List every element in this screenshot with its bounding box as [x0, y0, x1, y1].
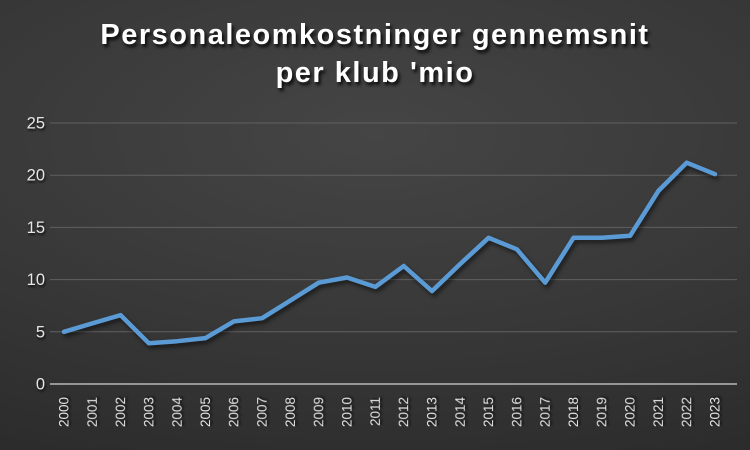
data-series-line	[61, 160, 718, 346]
x-axis-tick-label: 2000	[57, 397, 72, 427]
y-axis-tick-label: 25	[27, 115, 45, 133]
x-axis-tick-label: 2023	[708, 397, 723, 427]
x-axis-tick-label: 2004	[170, 397, 185, 428]
x-axis-tick-label: 2021	[651, 397, 666, 427]
x-axis-tick-label: 2012	[396, 397, 411, 427]
x-axis-tick-label: 2010	[340, 397, 355, 427]
x-axis-tick-label: 2015	[481, 397, 496, 427]
x-axis-tick-label: 2016	[509, 397, 524, 427]
x-axis-tick-label: 2022	[679, 397, 694, 427]
x-axis-tick-label: 2003	[141, 397, 156, 427]
x-axis-tick-label: 2011	[368, 397, 383, 426]
x-axis-tick-label: 2019	[594, 397, 609, 427]
x-axis-tick-label: 2013	[424, 397, 439, 427]
x-axis-tick-label: 2009	[311, 397, 326, 427]
x-axis-tick-label: 2014	[453, 397, 468, 428]
x-axis-tick-label: 2005	[198, 397, 213, 427]
chart-title: Personaleomkostninger gennemsnit per klu…	[0, 16, 750, 93]
y-axis-tick-label: 5	[36, 323, 45, 341]
y-axis-tick-label: 0	[36, 376, 45, 394]
x-axis-tick-label: 2007	[255, 397, 270, 427]
x-axis-tick-label: 2002	[113, 397, 128, 427]
x-axis-tick-label: 2017	[538, 397, 553, 427]
x-axis-tick-label: 2018	[566, 397, 581, 427]
x-axis-tick-label: 2008	[283, 397, 298, 427]
y-axis-tick-label: 15	[27, 219, 45, 237]
x-axis-tick-label: 2020	[623, 397, 638, 427]
x-axis-tick-label: 2006	[226, 397, 241, 427]
y-axis-tick-label: 20	[27, 167, 45, 185]
chart-title-line-1: Personaleomkostninger gennemsnit	[100, 19, 650, 51]
chart-title-line-2: per klub 'mio	[275, 57, 475, 90]
y-axis-tick-label: 10	[27, 271, 45, 289]
x-axis-tick-label: 2001	[85, 397, 100, 427]
